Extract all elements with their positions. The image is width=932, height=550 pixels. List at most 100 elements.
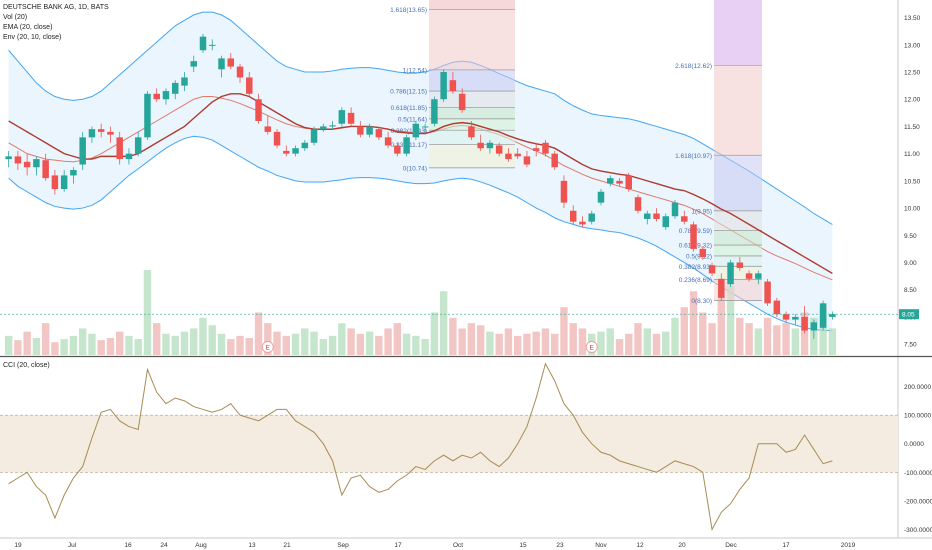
fib-zone	[429, 107, 515, 119]
envelope-legend[interactable]: Env (20, 10, close)	[3, 34, 62, 41]
volume-bar	[402, 333, 411, 355]
symbol-title[interactable]: DEUTSCHE BANK AG, 1D, BATS	[3, 4, 109, 11]
volume-bar	[532, 331, 540, 355]
volume-bar	[134, 339, 142, 355]
volume-bar	[236, 335, 244, 355]
volume-bar	[754, 328, 763, 355]
volume-legend[interactable]: Vol (20)	[3, 14, 28, 21]
fib-zone-top	[429, 0, 515, 10]
price-tick-label: 12.00	[904, 97, 921, 104]
candle-body	[690, 224, 697, 249]
candle-body	[662, 216, 670, 228]
volume-bar	[717, 296, 726, 355]
volume-bar	[32, 338, 41, 355]
candle-body	[486, 142, 494, 149]
volume-bar	[97, 340, 105, 355]
cci-tick-label: -200.0000	[904, 498, 932, 505]
chart-legend: DEUTSCHE BANK AG, 1D, BATS Vol (20) EMA …	[3, 3, 109, 43]
volume-bar	[301, 328, 309, 355]
volume-bar	[153, 323, 161, 355]
candle-body	[644, 213, 651, 219]
earnings-marker	[261, 341, 274, 353]
volume-bar	[88, 333, 96, 355]
cci-legend[interactable]: CCI (20, close)	[3, 362, 50, 369]
candle-body	[181, 77, 188, 86]
candle-body	[264, 126, 272, 132]
volume-bar	[264, 323, 272, 355]
candle-body	[236, 66, 244, 78]
fib-zone	[714, 230, 762, 246]
candle-body	[532, 148, 540, 151]
candle-body	[755, 273, 762, 279]
candle-body	[42, 160, 49, 179]
candle-body	[440, 72, 447, 100]
volume-bar	[643, 328, 651, 355]
fib-level-label: 0.5(9.12)	[686, 253, 712, 260]
earnings-marker-label: E	[266, 345, 271, 352]
fib-level-label: 1.618(10.97)	[675, 153, 712, 160]
fib-zone-top	[714, 0, 762, 66]
volume-bar	[190, 328, 198, 355]
price-tick-label: 10.50	[904, 178, 921, 185]
volume-bar	[143, 270, 152, 355]
time-tick-label: 16	[124, 542, 132, 549]
candle-body	[829, 314, 836, 317]
volume-bar	[14, 340, 22, 355]
volume-bar	[356, 333, 365, 355]
volume-bar	[782, 323, 790, 355]
volume-bar	[791, 328, 800, 355]
volume-bar	[347, 328, 355, 355]
candle-body	[588, 213, 595, 222]
volume-bar	[680, 307, 688, 355]
candle-body	[70, 169, 77, 176]
candle-body	[514, 153, 521, 157]
volume-bar	[745, 323, 753, 355]
fib-zone	[429, 91, 515, 108]
price-tick-label: 11.50	[904, 124, 920, 131]
cci-axis-ticks: 200.0000 100.0000 0.0000 -100.0000 -200.0000…	[904, 384, 932, 534]
volume-bar	[634, 323, 642, 355]
price-tick-label: 13.00	[904, 42, 921, 49]
candle-body	[88, 129, 96, 138]
candle-body	[283, 150, 290, 154]
volume-bar	[162, 333, 170, 355]
volume-bar	[569, 323, 577, 355]
volume-bar	[662, 331, 670, 355]
candle-body	[384, 137, 392, 146]
candle-body	[79, 137, 86, 165]
candle-body	[551, 153, 558, 168]
price-tick-label: 9.00	[904, 260, 917, 267]
fib-level-label: 1(9.95)	[691, 208, 712, 215]
volume-bar	[726, 285, 735, 355]
fib-zone	[714, 279, 762, 301]
fib-zone	[714, 65, 762, 156]
candle-body	[745, 273, 753, 279]
fib-level-label: 1.618(13.65)	[390, 7, 427, 14]
candle-body	[255, 99, 262, 121]
price-tick-label: 11.00	[904, 151, 920, 158]
candle-body	[523, 156, 531, 165]
volume-bar	[773, 325, 781, 355]
candle-body	[320, 126, 327, 130]
volume-bar	[671, 317, 679, 355]
envelope-fill	[8, 12, 833, 331]
fib-level-label: 0.5(11.64)	[398, 116, 427, 123]
candle-body	[819, 303, 827, 328]
candle-body	[477, 142, 484, 149]
fib-level-label: 0.786(12.15)	[390, 89, 427, 96]
last-price-label: 8.05	[902, 312, 915, 319]
cci-tick-label: 100.0000	[904, 413, 931, 420]
candle-body	[727, 262, 734, 285]
volume-bar	[51, 342, 59, 355]
candle-body	[134, 137, 142, 154]
volume-bar	[291, 333, 300, 355]
ema-legend[interactable]: EMA (20, close)	[3, 24, 53, 31]
candle-body	[431, 99, 438, 124]
candle-body	[144, 93, 151, 138]
volume-bar	[60, 339, 68, 355]
candle-body	[560, 180, 568, 203]
candle-body	[579, 221, 586, 225]
fib-zone	[714, 155, 762, 211]
candle-body	[449, 80, 457, 92]
